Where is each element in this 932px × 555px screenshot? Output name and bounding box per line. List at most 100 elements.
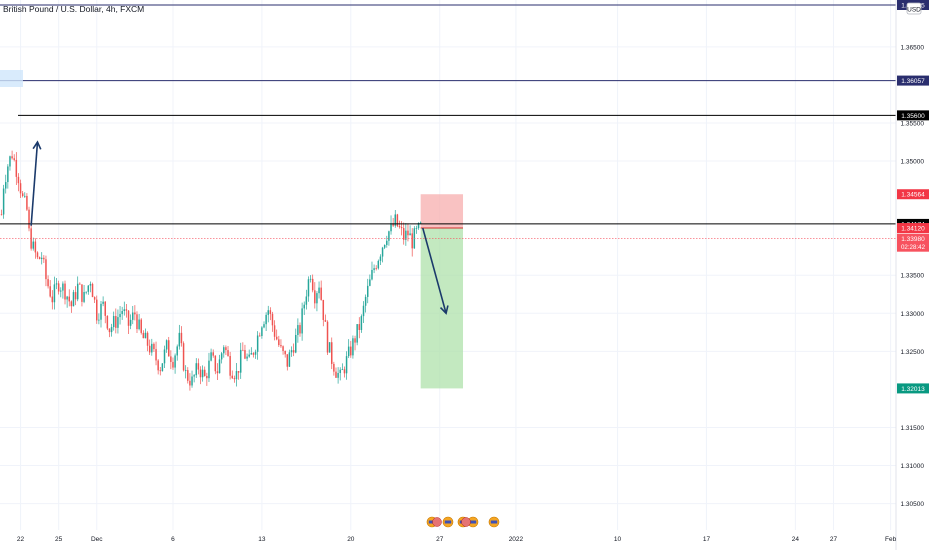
candle-body	[295, 334, 297, 353]
candle-body	[144, 332, 147, 339]
candle-body	[163, 349, 166, 364]
time-tick-label: 13	[258, 536, 266, 543]
down-arrow-head[interactable]	[439, 305, 449, 315]
price-axis[interactable]: 1.36500 1.35500 1.35000 1.33500 1.33000 1.325…	[901, 44, 925, 508]
economic-event-icon[interactable]	[432, 517, 442, 527]
stop-loss-zone[interactable]	[420, 194, 464, 229]
candle-body	[125, 309, 128, 311]
candle-body	[51, 296, 54, 303]
candle-body	[36, 252, 39, 258]
price-tick-label: 1.33000	[901, 311, 925, 318]
candle-body	[307, 279, 310, 297]
candle-body	[411, 233, 413, 249]
candle-body	[115, 316, 117, 328]
price-tick-label: 1.35000	[901, 159, 925, 166]
candle-body	[347, 346, 350, 357]
price-tick-label: 1.35500	[901, 120, 925, 127]
candle-body	[288, 352, 291, 367]
candle-body	[223, 347, 225, 354]
price-tick-label: 1.32500	[901, 349, 925, 356]
candle-body	[244, 350, 246, 359]
candle-body	[383, 244, 386, 248]
candle-body	[189, 380, 191, 386]
candles	[0, 150, 422, 391]
candle-body	[180, 332, 183, 344]
flag-stripe-icon	[428, 520, 436, 524]
price-tag	[897, 223, 929, 234]
candle-body	[269, 310, 272, 314]
time-tick-label: 24	[792, 536, 800, 543]
candle-body	[123, 309, 126, 312]
candle-body	[415, 228, 418, 229]
candle-body	[239, 349, 242, 373]
time-tick-label: 10	[614, 536, 622, 543]
candle-body	[299, 325, 301, 334]
price-tick-label: 1.30500	[901, 501, 925, 508]
candle-body	[45, 259, 47, 280]
price-tag	[897, 233, 929, 252]
event-markers[interactable]	[426, 516, 500, 528]
candle-body	[206, 375, 208, 379]
position-zones[interactable]	[420, 194, 464, 389]
price-tag-label: 1.34564	[901, 192, 925, 199]
candle-body	[21, 193, 24, 196]
candle-body	[104, 301, 106, 316]
candle-body	[79, 283, 81, 285]
candle-body	[121, 311, 123, 315]
candle-body	[93, 297, 96, 300]
price-tag-label: 1.32013	[901, 386, 925, 393]
candle-body	[290, 350, 293, 353]
candle-body	[250, 353, 253, 355]
time-tick-label: 22	[17, 536, 25, 543]
candle-body	[193, 375, 195, 377]
down-arrow[interactable]	[422, 227, 447, 314]
candle-body	[371, 269, 373, 280]
candle-body	[335, 371, 337, 378]
price-tag-label: 1.33980	[901, 236, 925, 243]
candle-body	[191, 376, 193, 386]
up-arrow[interactable]	[30, 141, 39, 226]
candle-body	[358, 324, 361, 330]
candle-body	[218, 359, 221, 374]
candle-body	[328, 342, 331, 353]
candle-body	[40, 257, 43, 260]
candle-body	[157, 360, 159, 371]
candle-body	[402, 228, 405, 240]
candle-body	[64, 283, 66, 300]
candle-body	[390, 223, 392, 232]
candle-body	[13, 158, 15, 160]
price-tick-label: 1.31000	[901, 463, 925, 470]
candle-body	[153, 343, 155, 350]
up-arrow-head[interactable]	[32, 140, 42, 150]
candle-body	[354, 338, 356, 343]
candle-body	[119, 314, 121, 318]
candle-body	[91, 283, 94, 298]
time-tick-label: 20	[347, 536, 355, 543]
candle-body	[47, 279, 49, 287]
candle-body	[34, 241, 37, 253]
candle-body	[102, 301, 104, 304]
candle-body	[49, 286, 51, 297]
candle-body	[254, 351, 257, 355]
candle-body	[214, 355, 217, 372]
candle-body	[352, 338, 354, 356]
candle-body	[259, 335, 261, 337]
time-tick-label: Dec	[91, 536, 103, 543]
candle-body	[76, 283, 79, 300]
candle-body	[265, 314, 267, 325]
candle-body	[212, 352, 214, 356]
economic-event-icon[interactable]	[461, 517, 471, 527]
candle-body	[373, 268, 375, 270]
horizontal-levels[interactable]	[0, 4, 896, 239]
time-tick-label: 25	[55, 536, 63, 543]
currency-badge[interactable]: USD	[906, 2, 922, 15]
currency-badge-label: USD	[907, 7, 921, 14]
resistance-low-tag	[897, 110, 929, 121]
candle-body	[263, 324, 265, 328]
time-axis[interactable]: 2225Dec6132027202210172427Feb7	[17, 536, 932, 543]
annotation-arrows[interactable]	[30, 140, 449, 315]
candle-body	[117, 317, 119, 328]
candle-body	[208, 360, 210, 379]
